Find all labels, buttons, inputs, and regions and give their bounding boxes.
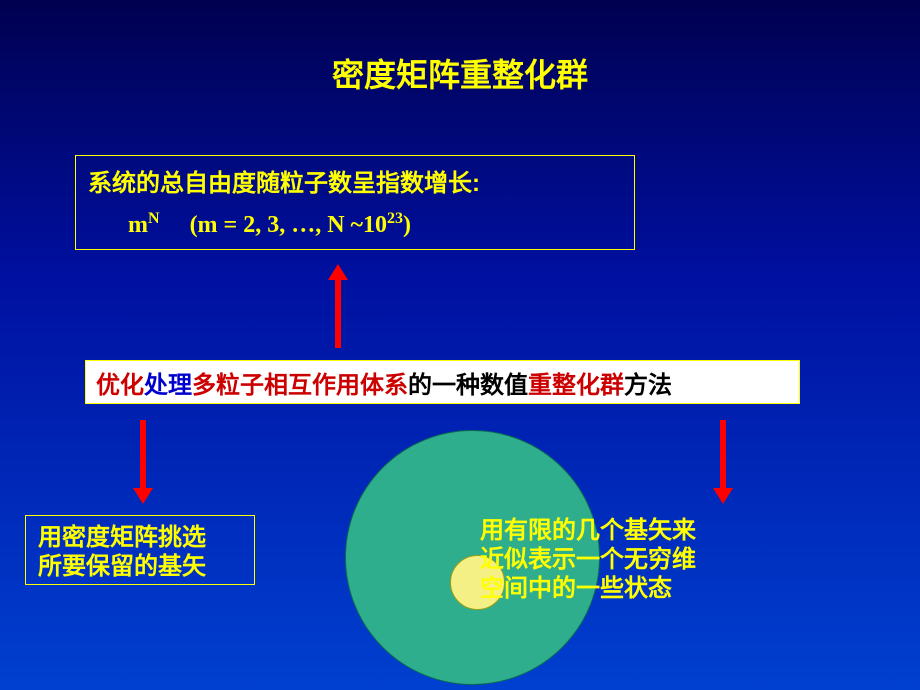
exp-23: 23 [387,210,403,227]
mN-base: m [128,212,148,238]
box4-l1: 用有限的几个基矢来 [480,517,760,546]
mN-exp: N [148,210,160,227]
t5: 重整化群 [528,365,624,400]
box-method-description: 优化处理多粒子相互作用体系的一种数值重整化群方法 [85,360,800,404]
t1: 优化 [96,365,144,400]
box3-l1: 用密度矩阵挑选 [38,524,242,553]
box1-line2: mN (m = 2, 3, …, N ~1023) [88,205,622,246]
t3: 多粒子相互作用体系 [192,365,408,400]
box-density-matrix: 用密度矩阵挑选 所要保留的基矢 [25,515,255,585]
arrow-up-icon [335,278,341,348]
t4: 的一种数值 [408,365,528,400]
slide-title: 密度矩阵重整化群 [0,0,920,96]
t2: 处理 [144,365,192,400]
t6: 方法 [624,365,672,400]
box-degrees-of-freedom: 系统的总自由度随粒子数呈指数增长: mN (m = 2, 3, …, N ~10… [75,155,635,250]
close-paren: ) [403,212,411,238]
box-finite-basis: 用有限的几个基矢来 近似表示一个无穷维 空间中的一些状态 [480,513,760,613]
params-text: (m = 2, 3, …, N ~10 [190,212,387,238]
box3-l2: 所要保留的基矢 [38,553,242,582]
box4-l3: 空间中的一些状态 [480,575,760,604]
arrow-down-right-icon [720,420,726,490]
box4-l2: 近似表示一个无穷维 [480,546,760,575]
box1-line1: 系统的总自由度随粒子数呈指数增长: [88,164,622,205]
arrow-down-left-icon [140,420,146,490]
